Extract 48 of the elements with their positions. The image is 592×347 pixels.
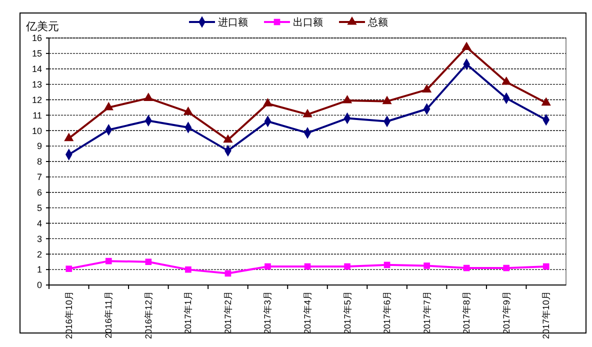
point <box>542 263 550 270</box>
point <box>185 266 192 273</box>
point <box>105 258 112 264</box>
point <box>463 264 470 272</box>
point <box>183 106 193 115</box>
point <box>264 263 271 270</box>
y-tick-label: 0 <box>36 280 42 290</box>
point <box>223 134 233 143</box>
point <box>462 42 472 50</box>
point <box>424 262 430 269</box>
y-tick-label: 12 <box>32 94 42 105</box>
y-tick-label: 5 <box>36 202 42 213</box>
legend-label: 出口额 <box>293 16 323 28</box>
point <box>145 258 152 266</box>
point <box>224 270 232 277</box>
y-tick-label: 9 <box>36 141 42 152</box>
point <box>262 98 273 106</box>
point <box>422 84 432 92</box>
x-tick-label: 2016年11月 <box>104 291 114 338</box>
y-tick-label: 4 <box>36 218 42 228</box>
point <box>104 102 114 110</box>
y-tick-label: 3 <box>36 234 42 244</box>
point <box>144 92 154 101</box>
y-axis-title: 亿美元 <box>25 20 59 33</box>
point <box>503 264 510 272</box>
y-tick-label: 7 <box>36 172 42 182</box>
y-tick-label: 6 <box>36 188 42 198</box>
y-tick-label: 13 <box>32 79 42 90</box>
y-tick-label: 14 <box>32 64 42 74</box>
point <box>304 263 311 270</box>
point <box>66 266 72 272</box>
point <box>541 97 551 106</box>
point <box>384 262 390 268</box>
y-tick-label: 15 <box>32 48 42 59</box>
point <box>344 263 350 270</box>
y-tick-label: 8 <box>36 156 42 167</box>
point <box>302 108 312 118</box>
point <box>382 96 392 104</box>
point <box>502 76 512 85</box>
y-tick-label: 2 <box>36 249 42 260</box>
point <box>342 94 352 104</box>
y-tick-label: 10 <box>32 126 42 136</box>
legend-label: 总额 <box>367 16 388 28</box>
legend-label: 进口额 <box>218 16 248 28</box>
y-tick-label: 16 <box>32 33 42 44</box>
point <box>64 132 74 142</box>
y-tick-label: 11 <box>32 110 42 120</box>
y-tick-label: 1 <box>36 264 42 275</box>
